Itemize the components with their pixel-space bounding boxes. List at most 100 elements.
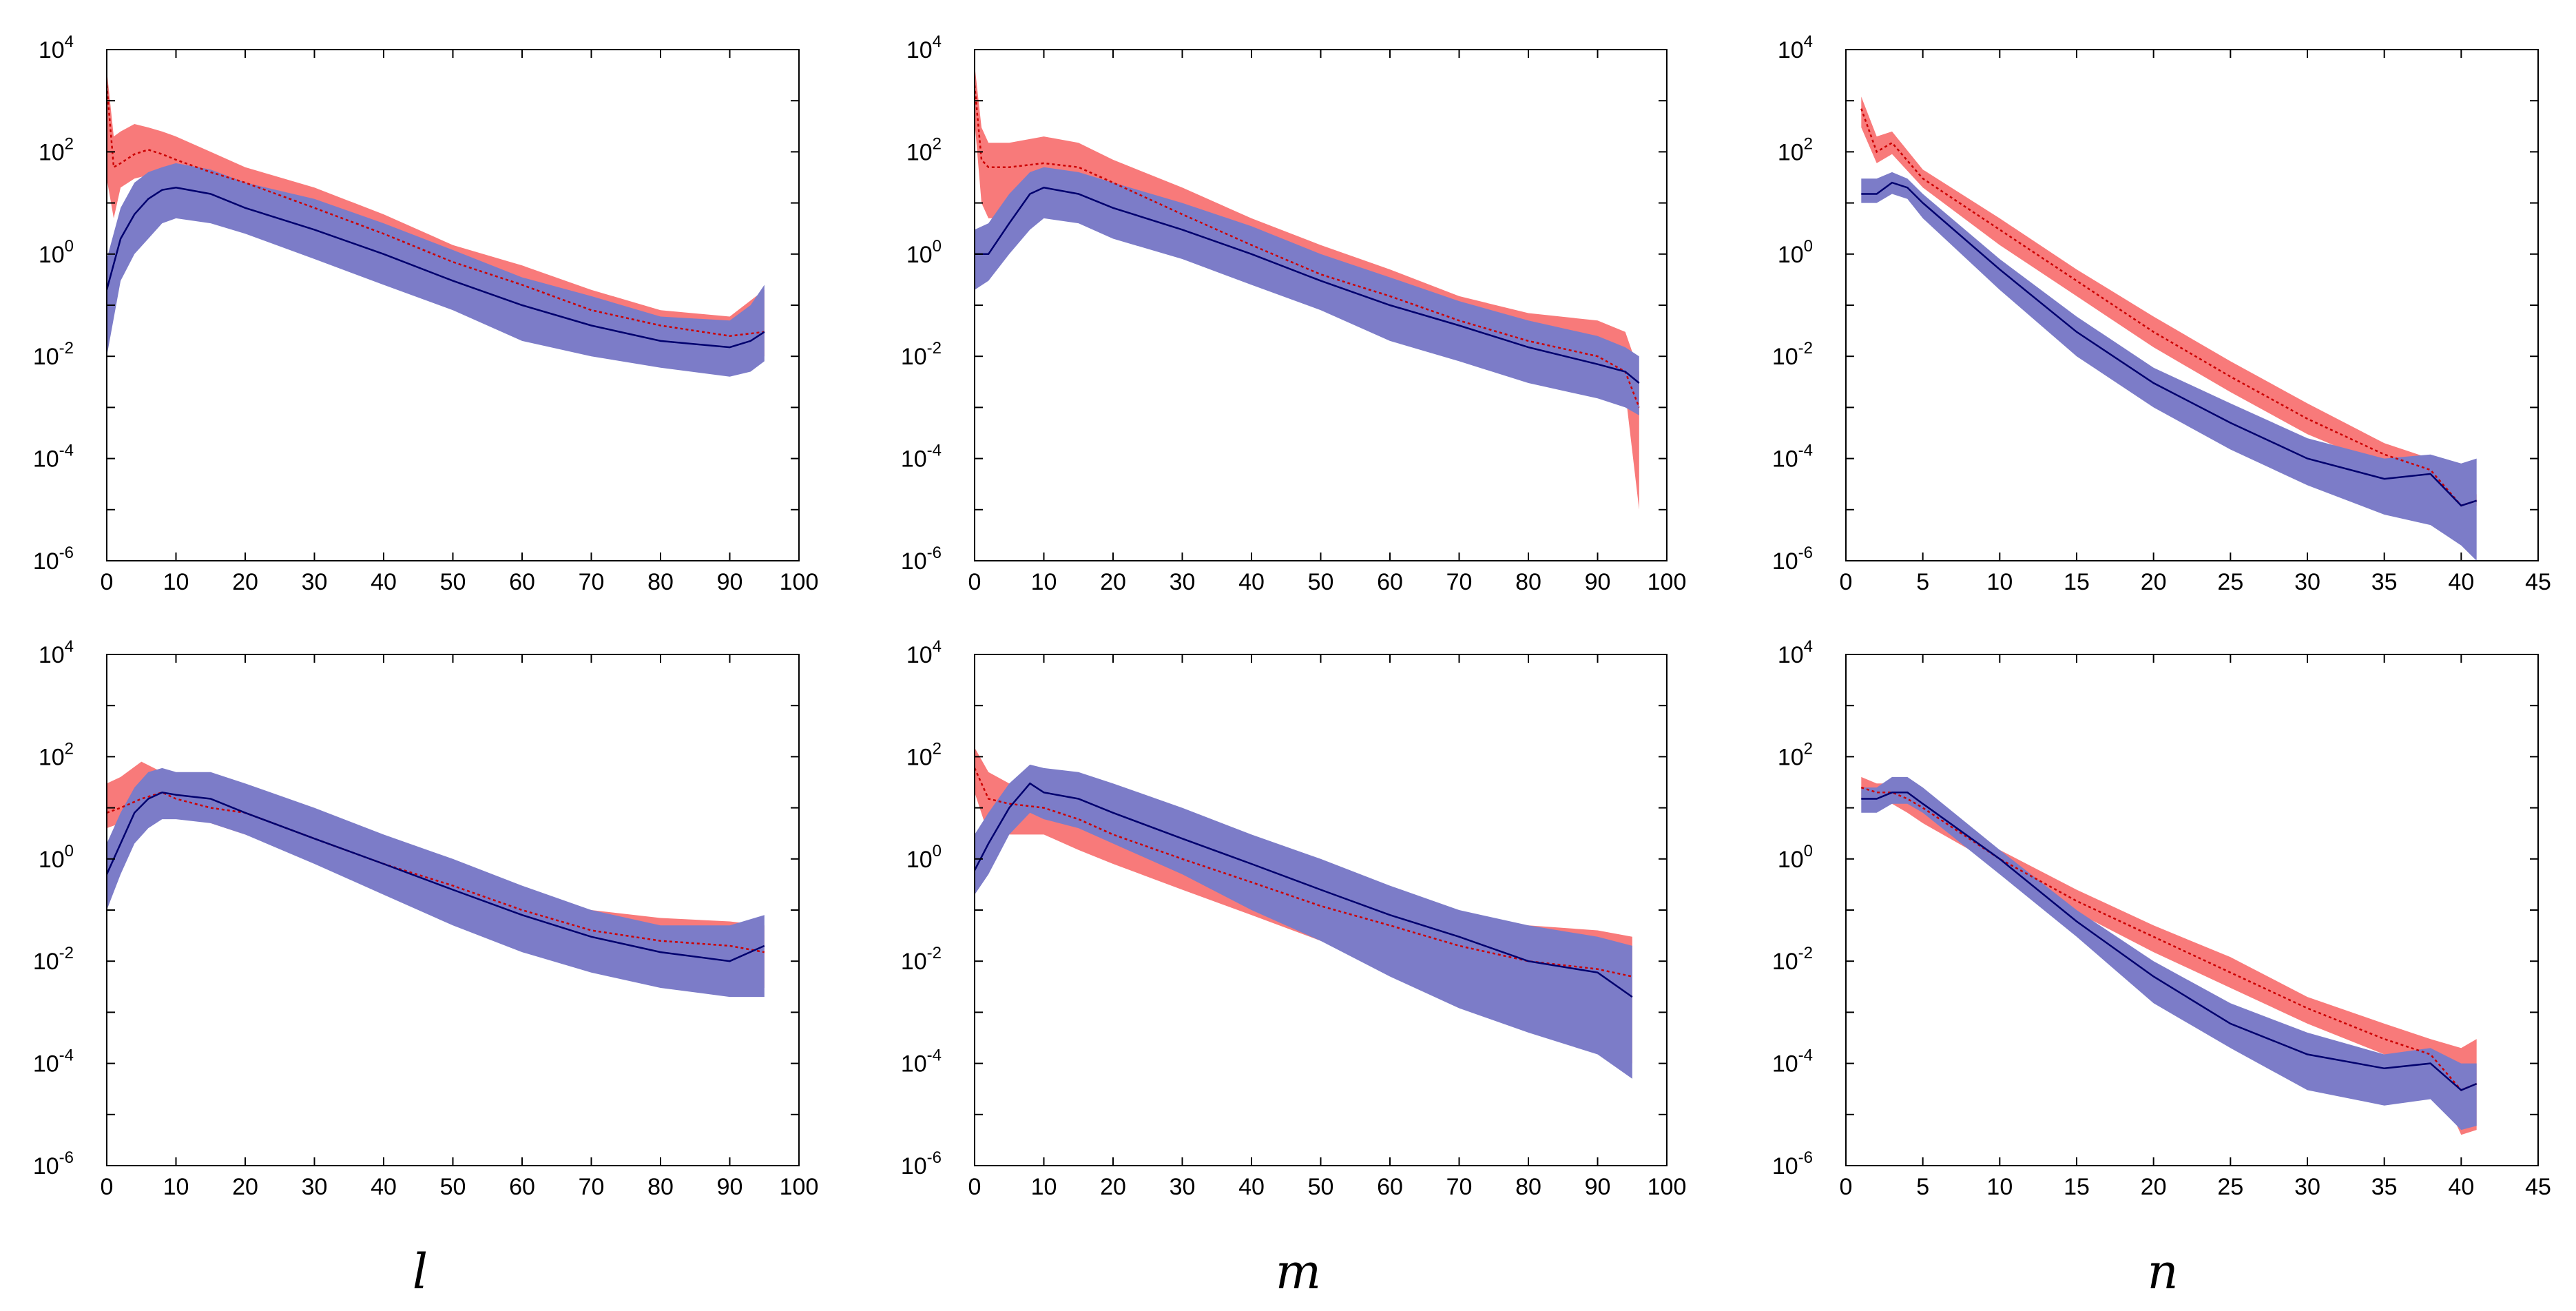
x-tick-label: 80 [647,569,674,595]
x-tick-label: 20 [232,1174,258,1200]
x-tick-label: 0 [968,569,981,595]
x-tick-label: 10 [163,1174,189,1200]
band-blue [975,764,1632,1079]
band-blue [107,163,765,377]
chart-panel-bottom-right: 10-6 10-4 10-2 100 102 104 0 5 10 15 20 25 30 35 40 45 [1772,637,2551,1200]
band-red [1861,96,2477,513]
x-tick-label: 40 [1238,1174,1265,1200]
x-tick-label: 0 [101,569,114,595]
x-tick-label: 90 [717,569,743,595]
y-tick-label: 104 [906,32,942,63]
y-tick-label: 10-4 [1772,1046,1813,1077]
y-tick-label: 100 [39,237,74,268]
x-tick-label: 15 [2064,1174,2090,1200]
x-tick-label: 50 [440,569,466,595]
y-tick-label: 104 [39,32,74,63]
x-tick-label: 40 [2448,1174,2474,1200]
y-tick-label: 102 [39,739,74,770]
y-tick-label: 10-6 [33,1148,74,1179]
x-tick-label: 60 [1377,569,1403,595]
x-tick-label: 0 [968,1174,981,1200]
chart-panel-top-right: 10-6 10-4 10-2 100 102 104 0 5 10 15 20 25 30 35 40 45 [1772,32,2551,595]
y-tick-label: 10-4 [901,442,942,473]
xaxis-title-l: l [413,1243,428,1300]
x-tick-label: 100 [780,1174,819,1200]
y-tick-label: 10-6 [33,544,74,575]
median-line-blue [975,186,1640,384]
median-line-blue [1861,792,2478,1091]
y-tick-label: 104 [1778,637,1813,668]
x-tick-label: 10 [1986,569,2013,595]
x-tick-label: 30 [1170,569,1196,595]
median-line-red [1860,108,2478,507]
x-tick-label: 40 [2448,569,2474,595]
x-tick-label: 10 [1031,1174,1057,1200]
median-line-blue [107,187,765,349]
x-tick-label: 70 [579,569,605,595]
x-tick-label: 30 [302,569,328,595]
median-line-red [1860,786,2478,1091]
xaxis-title-n: n [2147,1243,2178,1300]
y-tick-label: 100 [1778,237,1813,268]
x-tick-label: 90 [717,1174,743,1200]
median-line-red [975,767,1633,978]
x-tick-label: 45 [2525,1174,2551,1200]
x-tick-label: 60 [1377,1174,1403,1200]
x-tick-label: 0 [1840,1174,1853,1200]
y-tick-label: 102 [906,134,942,165]
y-tick-label: 10-4 [33,442,74,473]
x-tick-label: 40 [371,1174,397,1200]
chart-panel-top-middle: 10-6 10-4 10-2 100 102 104 0 10 20 30 40 50 60 70 80 90… [901,32,1687,595]
x-tick-label: 80 [647,1174,674,1200]
y-tick-label: 10-6 [1772,544,1813,575]
y-tick-label: 100 [906,842,942,873]
median-line-blue [107,792,765,962]
x-tick-label: 20 [2141,569,2167,595]
x-tick-label: 35 [2371,569,2398,595]
x-tick-label: 5 [1916,1174,1929,1200]
median-line-red [107,85,765,337]
band-blue [975,167,1639,415]
chart-panel-bottom-middle: 10-6 10-4 10-2 100 102 104 0 10 20 30 40 50 60 70 80 90… [901,637,1687,1200]
x-tick-label: 20 [2141,1174,2167,1200]
y-tick-label: 10-2 [901,339,942,370]
x-tick-label: 20 [1100,1174,1126,1200]
x-tick-label: 25 [2217,1174,2243,1200]
x-tick-label: 90 [1585,569,1611,595]
x-tick-label: 30 [1170,1174,1196,1200]
y-tick-label: 104 [39,637,74,668]
y-tick-label: 100 [1778,842,1813,873]
x-tick-label: 30 [302,1174,328,1200]
x-tick-label: 0 [1840,569,1853,595]
x-tick-label: 30 [2294,1174,2320,1200]
y-tick-label: 10-4 [33,1046,74,1077]
y-tick-label: 10-4 [1772,442,1813,473]
y-tick-label: 10-6 [1772,1148,1813,1179]
x-tick-label: 60 [509,569,535,595]
x-tick-label: 20 [232,569,258,595]
x-tick-label: 100 [1648,569,1687,595]
median-line-red [107,791,765,953]
band-blue [1861,776,2477,1131]
x-tick-label: 50 [440,1174,466,1200]
x-tick-label: 25 [2217,569,2243,595]
x-tick-label: 80 [1515,569,1541,595]
x-tick-label: 15 [2064,569,2090,595]
y-tick-label: 102 [1778,134,1813,165]
y-tick-label: 10-2 [901,944,942,975]
x-tick-label: 40 [371,569,397,595]
chart-panel-top-left: 10-6 10-4 10-2 100 102 104 0 10 20 30 40 50 60 70 80 90… [33,32,819,595]
y-tick-label: 10-2 [33,339,74,370]
x-tick-label: 40 [1238,569,1265,595]
x-tick-label: 90 [1585,1174,1611,1200]
y-tick-label: 102 [39,134,74,165]
x-tick-label: 20 [1100,569,1126,595]
x-tick-label: 0 [101,1174,114,1200]
x-tick-label: 5 [1916,569,1929,595]
x-tick-label: 100 [1648,1174,1687,1200]
median-line-blue [975,782,1633,998]
x-tick-label: 80 [1515,1174,1541,1200]
band-blue [1861,172,2477,561]
x-tick-label: 30 [2294,569,2320,595]
